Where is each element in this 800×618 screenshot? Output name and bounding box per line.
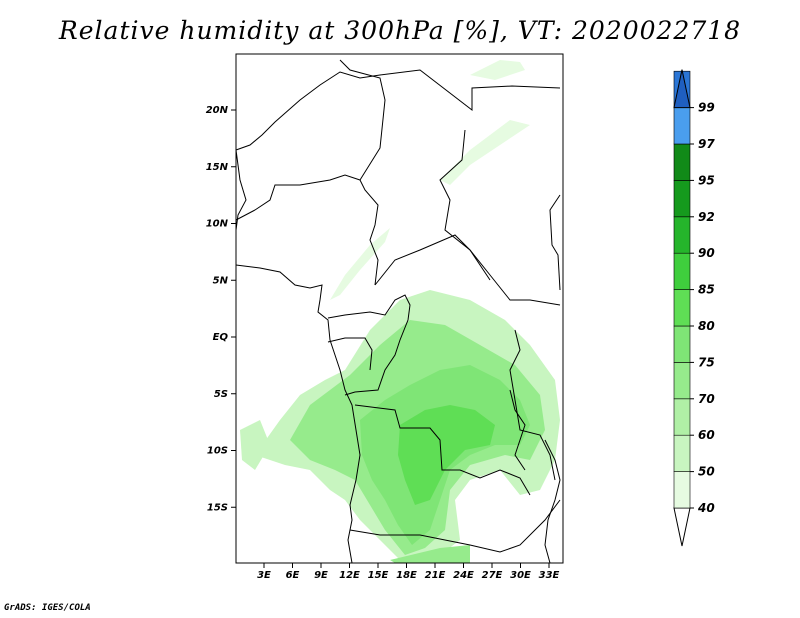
lat-tick-label: 5N bbox=[213, 275, 229, 286]
colorbar-segment bbox=[673, 471, 691, 509]
lat-tick-label: 5S bbox=[214, 389, 228, 400]
lat-tick-label: 15N bbox=[206, 162, 229, 173]
colorbar-segment bbox=[673, 434, 691, 472]
border-zambia-east bbox=[544, 439, 561, 564]
lat-tick-label: EQ bbox=[213, 332, 229, 343]
colorbar-segment bbox=[673, 107, 691, 145]
colorbar-segment bbox=[673, 180, 691, 218]
lat-tick-label: 20N bbox=[206, 105, 229, 116]
colorbar-label: 60 bbox=[698, 428, 715, 442]
humidity-region-light bbox=[240, 420, 270, 470]
lon-tick-label: 21E bbox=[425, 570, 446, 581]
longitude-axis: 3E 6E 9E 12E 15E 18E 21E 24E 27E 30E 33E bbox=[257, 563, 560, 581]
humidity-region-core bbox=[398, 405, 495, 505]
border-car bbox=[374, 234, 561, 306]
colorbar-label: 75 bbox=[698, 355, 715, 369]
border-angola-south bbox=[349, 499, 561, 553]
colorbar-segment bbox=[673, 143, 691, 181]
colorbar-segment bbox=[673, 216, 691, 254]
humidity-region-light bbox=[390, 545, 470, 563]
lon-tick-label: 30E bbox=[510, 570, 531, 581]
latitude-axis: 20N 15N 10N 5N EQ 5S 10S 15S bbox=[206, 105, 236, 513]
colorbar-label: 95 bbox=[698, 173, 715, 187]
border-niger-chad bbox=[339, 59, 386, 286]
colorbar-lower-arrow bbox=[673, 507, 691, 547]
colorbar-label: 50 bbox=[698, 465, 715, 479]
lon-tick-label: 18E bbox=[396, 570, 417, 581]
humidity-region-light bbox=[330, 228, 390, 300]
colorbar-segment bbox=[673, 289, 691, 327]
lon-tick-label: 3E bbox=[257, 570, 271, 581]
humidity-shading bbox=[240, 60, 560, 563]
chart-title: Relative humidity at 300hPa [%], VT: 202… bbox=[58, 16, 742, 45]
lon-tick-label: 24E bbox=[453, 570, 474, 581]
colorbar-segment bbox=[673, 325, 691, 363]
colorbar-label: 92 bbox=[698, 210, 715, 224]
colorbar-label: 99 bbox=[698, 101, 715, 115]
colorbar-label: 85 bbox=[698, 283, 715, 297]
colorbar-label: 40 bbox=[697, 501, 715, 515]
lat-tick-label: 10N bbox=[206, 219, 229, 230]
map-frame bbox=[235, 53, 564, 564]
colorbar-segment bbox=[673, 398, 691, 436]
border-angola-zambia bbox=[354, 404, 531, 496]
colorbar-label: 80 bbox=[698, 319, 715, 333]
lon-tick-label: 9E bbox=[314, 570, 328, 581]
humidity-region-light bbox=[470, 60, 525, 80]
lon-tick-label: 6E bbox=[286, 570, 300, 581]
colorbar-label: 70 bbox=[698, 392, 715, 406]
border-sahara-north bbox=[235, 69, 561, 151]
colorbar-segment bbox=[673, 252, 691, 290]
border-congo-north bbox=[327, 294, 411, 396]
colorbar-label: 97 bbox=[698, 137, 715, 151]
border-lakes bbox=[509, 389, 526, 471]
colorbar: 40 50 60 70 75 80 85 90 92 95 97 99 bbox=[673, 69, 715, 547]
lat-tick-label: 10S bbox=[207, 446, 228, 457]
country-borders bbox=[235, 59, 561, 564]
lon-tick-label: 12E bbox=[339, 570, 360, 581]
colorbar-upper-arrow bbox=[673, 69, 691, 109]
colorbar-label: 90 bbox=[698, 246, 715, 260]
lon-tick-label: 33E bbox=[539, 570, 560, 581]
lat-tick-label: 15S bbox=[207, 502, 228, 513]
colorbar-segment bbox=[673, 362, 691, 400]
lon-tick-label: 27E bbox=[482, 570, 503, 581]
border-nigeria bbox=[235, 174, 361, 221]
grads-credit: GrADS: IGES/COLA bbox=[4, 603, 91, 613]
lon-tick-label: 15E bbox=[368, 570, 389, 581]
border-sudan-east bbox=[549, 194, 561, 291]
border-west-coast-north bbox=[235, 149, 247, 231]
border-drc-east bbox=[509, 329, 556, 481]
border-gabon bbox=[327, 337, 373, 371]
coastline-west-africa bbox=[235, 264, 361, 564]
humidity-region-light bbox=[440, 120, 530, 185]
